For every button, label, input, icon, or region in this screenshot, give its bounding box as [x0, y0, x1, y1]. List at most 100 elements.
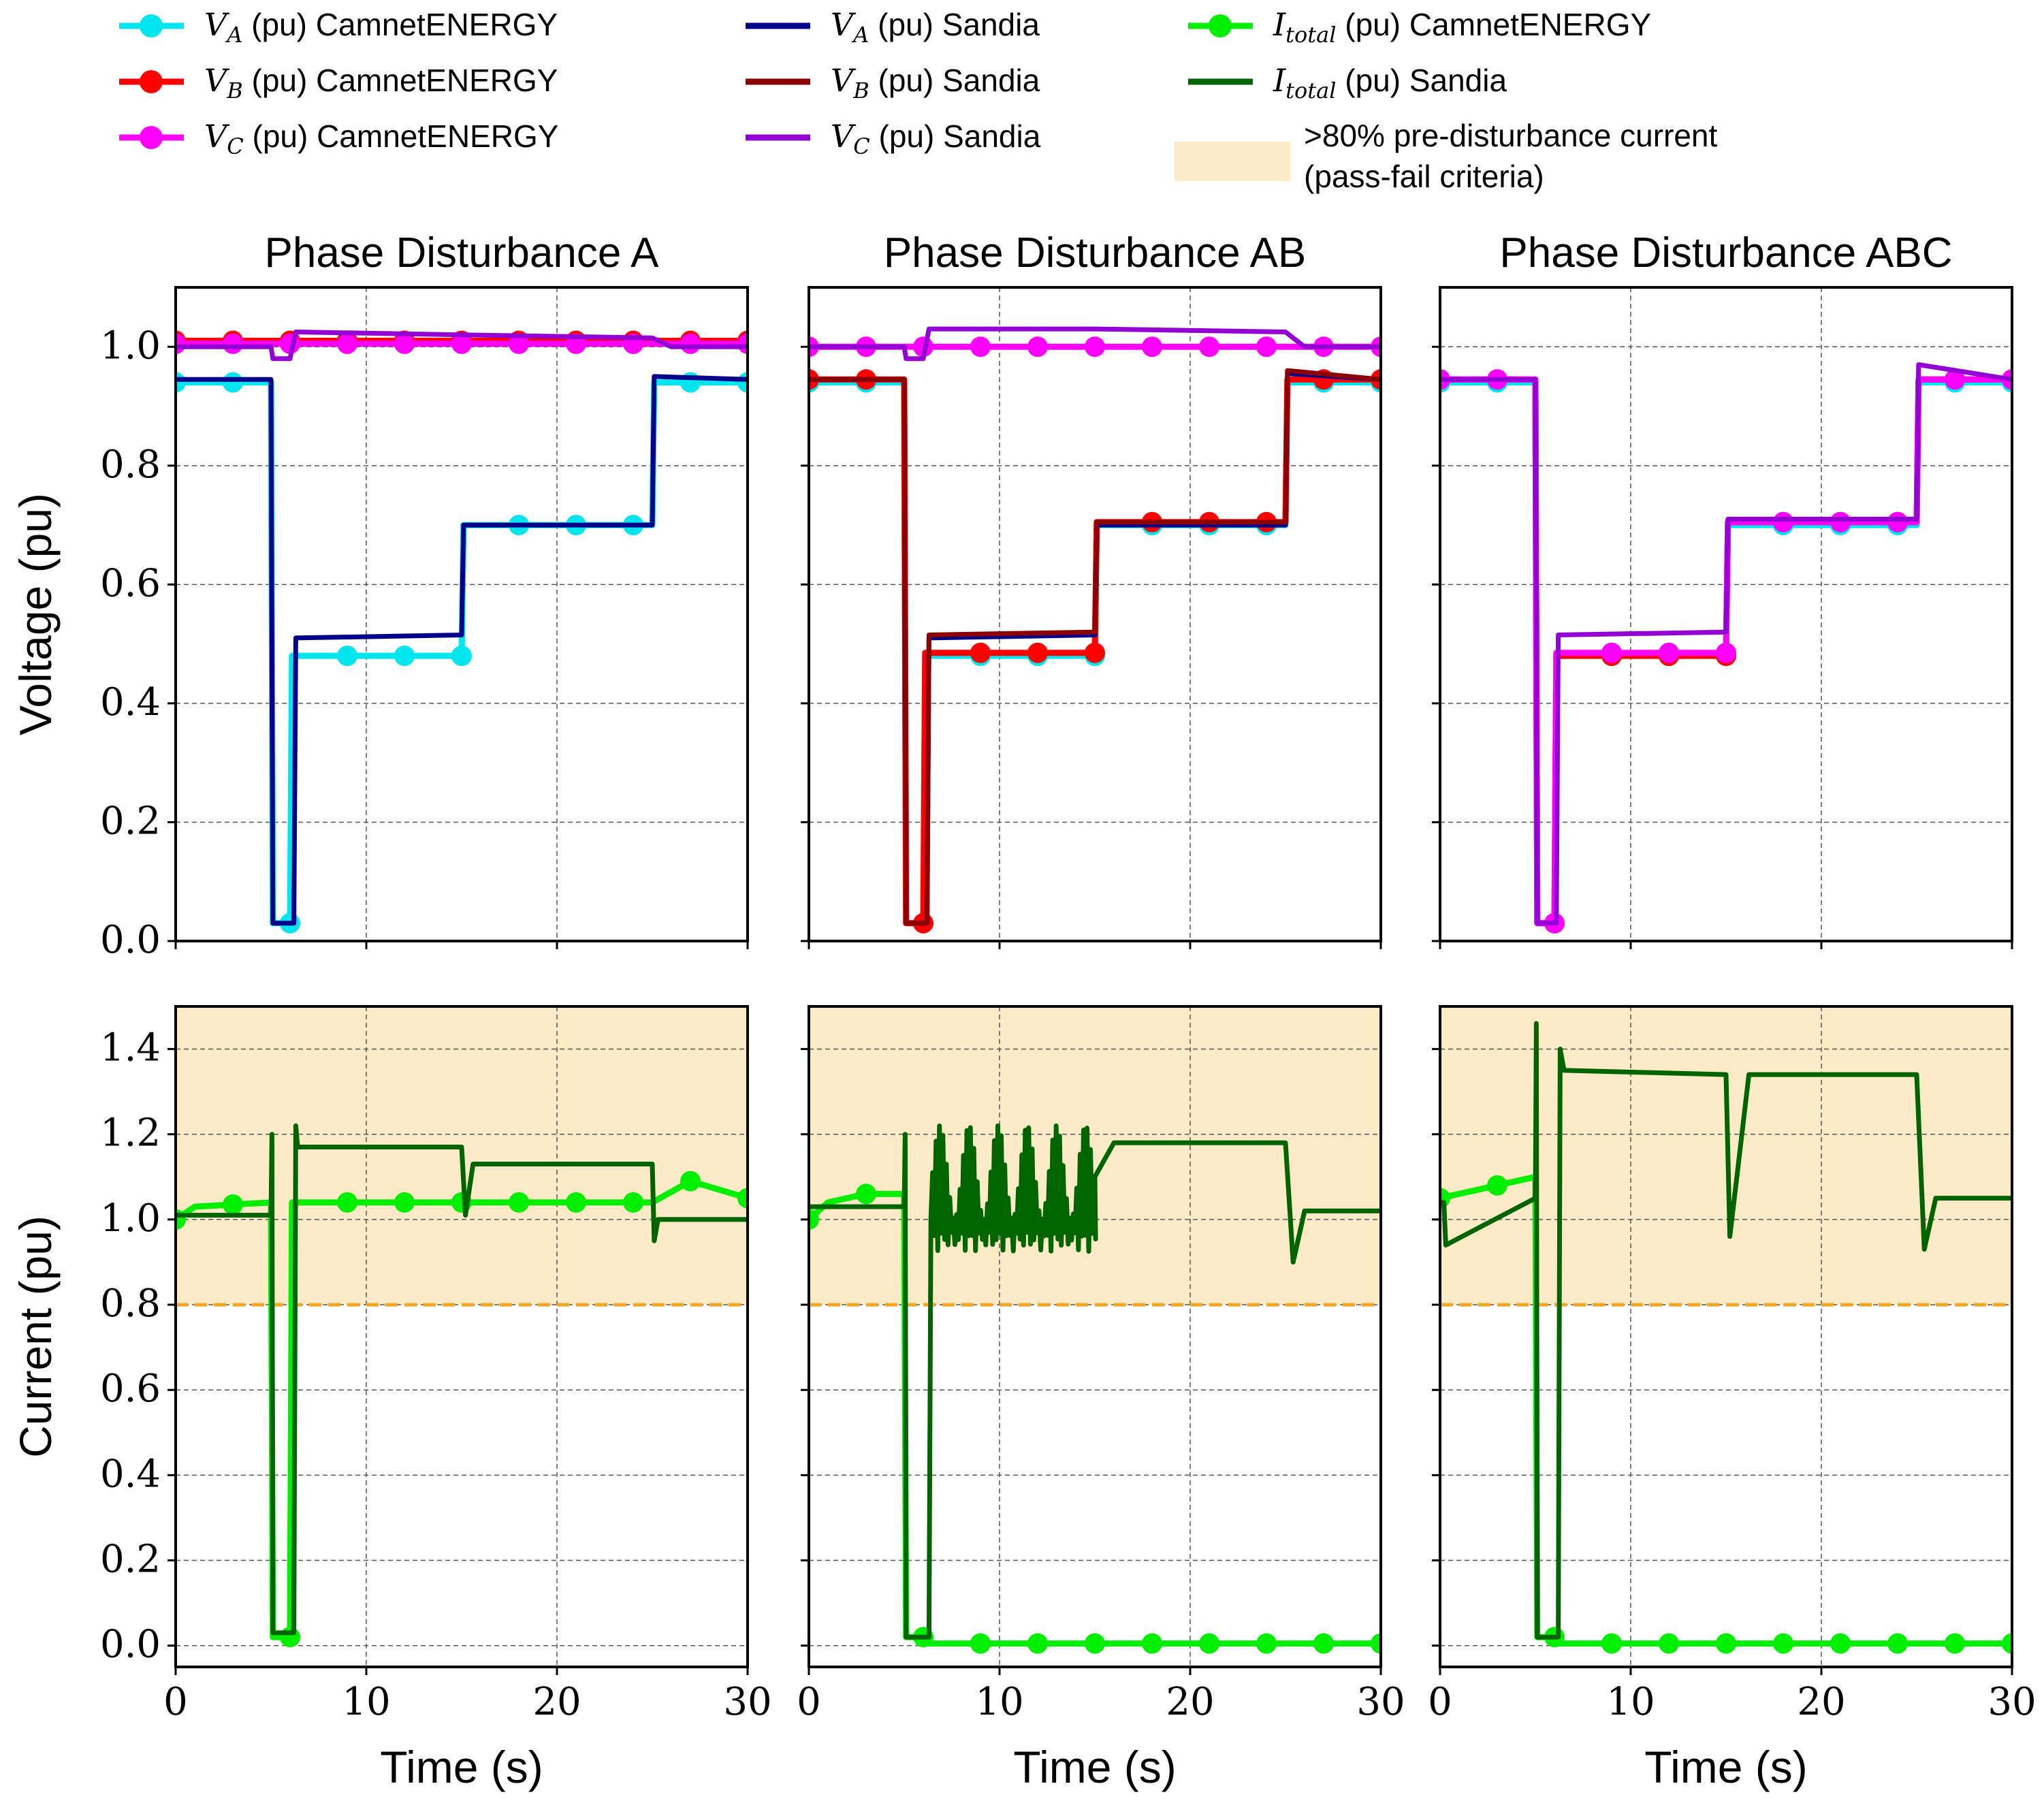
series-marker-i-total-pu-camnetenergy	[809, 1209, 819, 1230]
legend-entry-Itotal-camnetenergy: Itotal (pu) CamnetENERGY	[1188, 6, 1651, 48]
series-marker-i-total-pu-camnetenergy	[970, 1633, 991, 1654]
series-group	[176, 1123, 748, 1648]
legend-band-label-2: (pass-fail criteria)	[1304, 159, 1544, 194]
legend-marker	[140, 70, 163, 93]
x-tick-label: 0	[163, 1680, 188, 1724]
y-tick-label: 0.2	[100, 1538, 161, 1582]
x-tick-label: 10	[975, 1680, 1023, 1724]
current-panel-3: 0 10 20 30 Time (s)	[1428, 1005, 2037, 1792]
panel-title: Phase Disturbance A	[264, 229, 659, 276]
y-axis-label: Voltage (pu)	[10, 493, 61, 735]
panel-frame	[174, 286, 749, 942]
legend-entry-Itotal-sandia: Itotal (pu) Sandia	[1188, 62, 1507, 104]
series-marker-i-total-pu-camnetenergy	[1830, 1633, 1851, 1654]
series-group	[809, 326, 1381, 934]
y-tick-label: 0.4	[100, 680, 161, 725]
x-tick-label: 20	[1797, 1680, 1845, 1724]
series-marker-i-total-pu-camnetenergy	[1773, 1633, 1793, 1654]
panels: 0.0 0.2 0.4 0.6 0.8 1.0 Phase Disturbance A Vol…	[10, 229, 2037, 1792]
series-marker-i-total-pu-camnetenergy	[856, 1183, 876, 1205]
series-marker-v-b-pu-camnetenergy	[970, 642, 991, 663]
series-marker-i-total-pu-camnetenergy	[1085, 1633, 1105, 1654]
series-line-v-c-pu-sandia	[1440, 362, 2012, 926]
series-marker-i-total-pu-camnetenergy	[1313, 1633, 1334, 1654]
legend-entry-VB-sandia: VB (pu) Sandia	[746, 62, 1040, 104]
series-marker-i-total-pu-camnetenergy	[394, 1192, 415, 1213]
panel-frame	[808, 286, 1382, 942]
series-marker-i-total-pu-camnetenergy	[1487, 1175, 1507, 1196]
panel-frame	[1439, 286, 2013, 942]
voltage-panel-2: Phase Disturbance AB	[801, 229, 1382, 949]
y-axis-label: Current (pu)	[10, 1215, 61, 1458]
series-group	[809, 1123, 1381, 1654]
y-tick-label: 0.8	[100, 1282, 161, 1326]
series-line-v-c-pu-sandia	[809, 326, 1381, 362]
panel-frame	[174, 1005, 749, 1668]
series-marker-i-total-pu-camnetenergy	[509, 1192, 529, 1213]
y-tick-label: 1.0	[100, 1196, 161, 1241]
legend-label: Itotal (pu) CamnetENERGY	[1273, 6, 1651, 48]
legend-band-label-1: >80% pre-disturbance current	[1304, 118, 1717, 153]
series-marker-i-total-pu-camnetenergy	[337, 1192, 357, 1213]
series-marker-v-b-pu-camnetenergy	[1027, 642, 1048, 663]
series-marker-i-total-pu-camnetenergy	[2002, 1633, 2012, 1654]
y-tick-label: 1.0	[100, 323, 161, 368]
series-marker-v-c-pu-camnetenergy	[1830, 511, 1851, 532]
series-marker-v-a-pu-camnetenergy	[451, 646, 472, 667]
series-marker-v-a-pu-camnetenergy	[337, 646, 357, 667]
y-tick-label: 0.0	[100, 1623, 161, 1667]
series-marker-i-total-pu-camnetenergy	[623, 1192, 643, 1213]
legend-label: VB (pu) Sandia	[831, 62, 1040, 104]
series-marker-i-total-pu-camnetenergy	[1601, 1633, 1622, 1654]
series-marker-v-c-pu-camnetenergy	[1085, 336, 1105, 357]
x-axis-label: Time (s)	[1013, 1742, 1177, 1792]
legend-marker	[140, 126, 163, 149]
series-marker-v-a-pu-camnetenergy	[223, 372, 243, 393]
series-marker-i-total-pu-camnetenergy	[1256, 1633, 1277, 1654]
series-marker-i-total-pu-camnetenergy	[1659, 1633, 1679, 1654]
x-axis-label: Time (s)	[380, 1742, 543, 1792]
panel-frame	[1439, 1005, 2013, 1668]
current-panel-2: 0 10 20 30 Time (s)	[797, 1005, 1405, 1792]
x-tick-label: 10	[1606, 1680, 1655, 1724]
series-marker-i-total-pu-camnetenergy	[1716, 1633, 1736, 1654]
series-marker-v-c-pu-camnetenergy	[1027, 336, 1048, 357]
series-marker-i-total-pu-camnetenergy	[1027, 1633, 1048, 1654]
series-line-i-total-pu-sandia	[809, 1123, 1381, 1640]
series-marker-v-a-pu-camnetenergy	[394, 646, 415, 667]
series-marker-v-c-pu-camnetenergy	[1256, 336, 1277, 357]
legend-entry-VC-sandia: VC (pu) Sandia	[746, 118, 1041, 159]
series-marker-i-total-pu-camnetenergy	[1142, 1633, 1162, 1654]
series-marker-i-total-pu-camnetenergy	[566, 1192, 586, 1213]
series-marker-i-total-pu-camnetenergy	[1199, 1633, 1219, 1654]
legend-label: VC (pu) CamnetENERGY	[204, 118, 558, 159]
series-line-i-total-pu-sandia	[1440, 1021, 2012, 1640]
y-tick-label: 0.6	[100, 1367, 161, 1411]
series-marker-v-b-pu-camnetenergy	[1085, 642, 1105, 663]
series-group	[1440, 1021, 2012, 1654]
x-tick-label: 10	[342, 1680, 390, 1724]
series-marker-v-c-pu-camnetenergy	[1887, 511, 1908, 532]
series-marker-v-c-pu-camnetenergy	[1945, 369, 1965, 390]
x-tick-label: 30	[723, 1680, 771, 1724]
x-tick-label: 20	[1166, 1680, 1214, 1724]
series-marker-v-c-pu-camnetenergy	[1659, 642, 1679, 663]
x-axis-label: Time (s)	[1644, 1742, 1808, 1792]
legend-entry-VA-camnetenergy: VA (pu) CamnetENERGY	[119, 6, 558, 48]
series-marker-v-c-pu-camnetenergy	[394, 333, 415, 354]
series-group	[1440, 362, 2012, 934]
series-marker-v-c-pu-camnetenergy	[1716, 642, 1736, 663]
legend-label: VB (pu) CamnetENERGY	[204, 62, 558, 104]
series-marker-v-c-pu-camnetenergy	[1601, 642, 1622, 663]
series-marker-v-c-pu-camnetenergy	[509, 333, 529, 354]
legend-label: Itotal (pu) Sandia	[1273, 62, 1507, 104]
x-tick-label: 0	[797, 1680, 821, 1724]
series-marker-v-c-pu-camnetenergy	[451, 333, 472, 354]
series-marker-v-c-pu-camnetenergy	[337, 333, 357, 354]
legend-entry-VC-camnetenergy: VC (pu) CamnetENERGY	[119, 118, 558, 159]
series-marker-v-c-pu-camnetenergy	[970, 336, 991, 357]
x-tick-label: 30	[1356, 1680, 1405, 1724]
series-marker-i-total-pu-camnetenergy	[1371, 1633, 1381, 1654]
x-tick-label: 20	[532, 1680, 581, 1724]
